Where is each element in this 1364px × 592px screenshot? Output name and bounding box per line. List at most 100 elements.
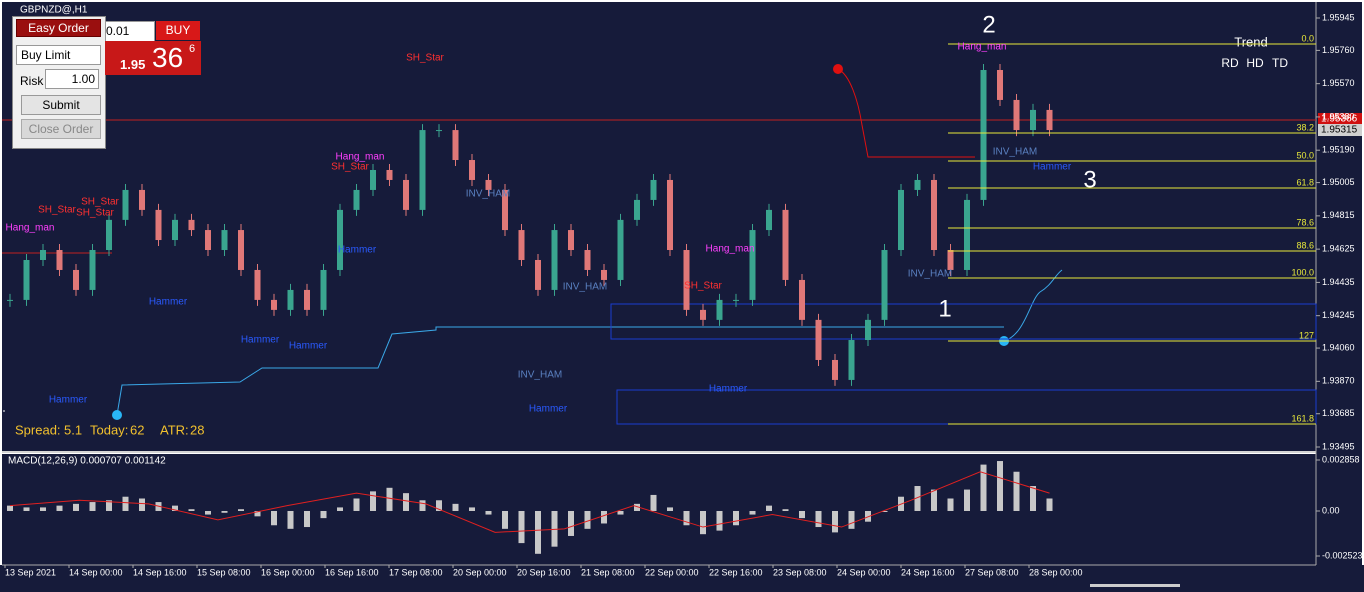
candle	[7, 299, 13, 301]
y-tick-label: 1.94060	[1322, 342, 1355, 352]
zone-box	[610, 303, 1317, 340]
x-tick-label: 20 Sep 16:00	[517, 567, 571, 577]
today-label: Today:	[90, 422, 128, 437]
candle	[56, 250, 63, 270]
ask-price: 1.95366	[1321, 114, 1358, 125]
pattern-label: Hammer	[241, 335, 280, 346]
candle	[89, 250, 96, 290]
macd-bar	[205, 510, 211, 515]
risk-input[interactable]: 1.00	[45, 69, 99, 89]
lot-input[interactable]: 0.01	[105, 21, 155, 42]
macd-bar	[881, 510, 888, 512]
candle	[287, 289, 294, 310]
candle	[799, 279, 805, 320]
macd-bar	[848, 510, 855, 529]
macd-bar	[733, 510, 739, 526]
pattern-label: Hang_man	[336, 152, 385, 163]
y-tick-label: 1.95005	[1322, 177, 1355, 187]
lot: 0.01	[106, 24, 130, 38]
fib-label: 50.0	[1296, 150, 1314, 160]
candle	[617, 219, 624, 280]
wave-label: 2	[982, 11, 995, 38]
candle	[700, 309, 706, 320]
atr-label: ATR:	[160, 422, 189, 437]
y-tick-label: 0.002858	[1322, 454, 1360, 464]
candle	[832, 359, 838, 380]
pattern-label: Hang_man	[958, 42, 1007, 53]
macd-bar	[73, 503, 79, 511]
close-order-button[interactable]: Close Order	[21, 119, 101, 139]
candle	[980, 70, 987, 200]
macd-bar	[749, 510, 756, 515]
pattern-label: Hammer	[338, 245, 377, 256]
buy-price[interactable]: 1.95 36 6	[105, 41, 201, 75]
x-tick-label: 28 Sep 00:00	[1029, 567, 1083, 577]
macd-bar	[799, 510, 805, 519]
pattern-label: SH_Star	[38, 205, 76, 216]
macd-bar	[403, 493, 409, 511]
y-tick-label: 1.93870	[1322, 376, 1355, 386]
candle	[403, 179, 409, 210]
candle	[848, 340, 855, 380]
candle	[865, 319, 871, 341]
candle	[122, 189, 129, 220]
candle	[535, 259, 541, 290]
macd-bar	[716, 510, 723, 531]
macd-bar	[122, 496, 129, 511]
scrollbar[interactable]	[1090, 584, 1180, 587]
window-title: GBPNZD@,H1	[20, 5, 88, 16]
candle	[271, 299, 277, 310]
ask-tag	[1318, 113, 1362, 125]
candle	[1030, 109, 1036, 131]
candle	[551, 230, 558, 290]
macd-bar	[452, 503, 459, 511]
candle	[601, 269, 607, 280]
x-tick-label: 27 Sep 08:00	[965, 567, 1019, 577]
submit-button[interactable]: Submit	[21, 95, 101, 115]
trend-col: TD	[1272, 56, 1288, 70]
y-tick-label: 1.94815	[1322, 210, 1355, 220]
macd-title: MACD(12,26,9) 0.000707 0.001142	[8, 456, 166, 467]
macd-bar	[287, 510, 294, 529]
candle	[667, 179, 673, 251]
x-tick-label: 21 Sep 08:00	[581, 567, 635, 577]
x-tick-label: 24 Sep 16:00	[901, 567, 955, 577]
macd-panel	[2, 454, 1316, 565]
candle	[353, 189, 360, 210]
trend-col: RD	[1221, 56, 1239, 70]
candle	[716, 299, 723, 320]
macd-bar	[667, 507, 673, 511]
candle	[568, 230, 574, 251]
candle	[188, 219, 195, 231]
signal-line	[9, 471, 1050, 533]
buy-button[interactable]: BUY	[156, 21, 200, 40]
macd-bar	[139, 498, 145, 511]
candle	[650, 179, 657, 200]
candle	[304, 289, 310, 310]
candle	[782, 209, 789, 280]
candle	[881, 250, 888, 320]
candle	[370, 169, 376, 190]
candle	[139, 189, 145, 210]
order-type[interactable]: Buy Limit	[16, 45, 101, 65]
macd-bar	[832, 510, 838, 533]
wave-label: 1	[938, 295, 951, 322]
time-axis-bg	[0, 565, 1364, 592]
macd-bar	[254, 510, 261, 517]
candle	[40, 250, 46, 260]
macd-bar	[914, 486, 921, 511]
macd-bar	[238, 509, 244, 511]
atr-value: 28	[190, 422, 204, 437]
candle	[914, 179, 921, 190]
macd-bar	[766, 505, 772, 511]
price-axis-bg	[1316, 2, 1362, 565]
macd-bar	[469, 507, 475, 511]
macd-bar	[601, 510, 607, 524]
pattern-label: Hammer	[529, 404, 568, 415]
candle	[947, 250, 954, 270]
macd-bar	[947, 498, 954, 511]
y-tick-label: -0.002523	[1322, 550, 1363, 560]
candle	[221, 230, 228, 251]
macd-bar	[650, 494, 657, 511]
x-tick-label: 14 Sep 00:00	[69, 567, 123, 577]
